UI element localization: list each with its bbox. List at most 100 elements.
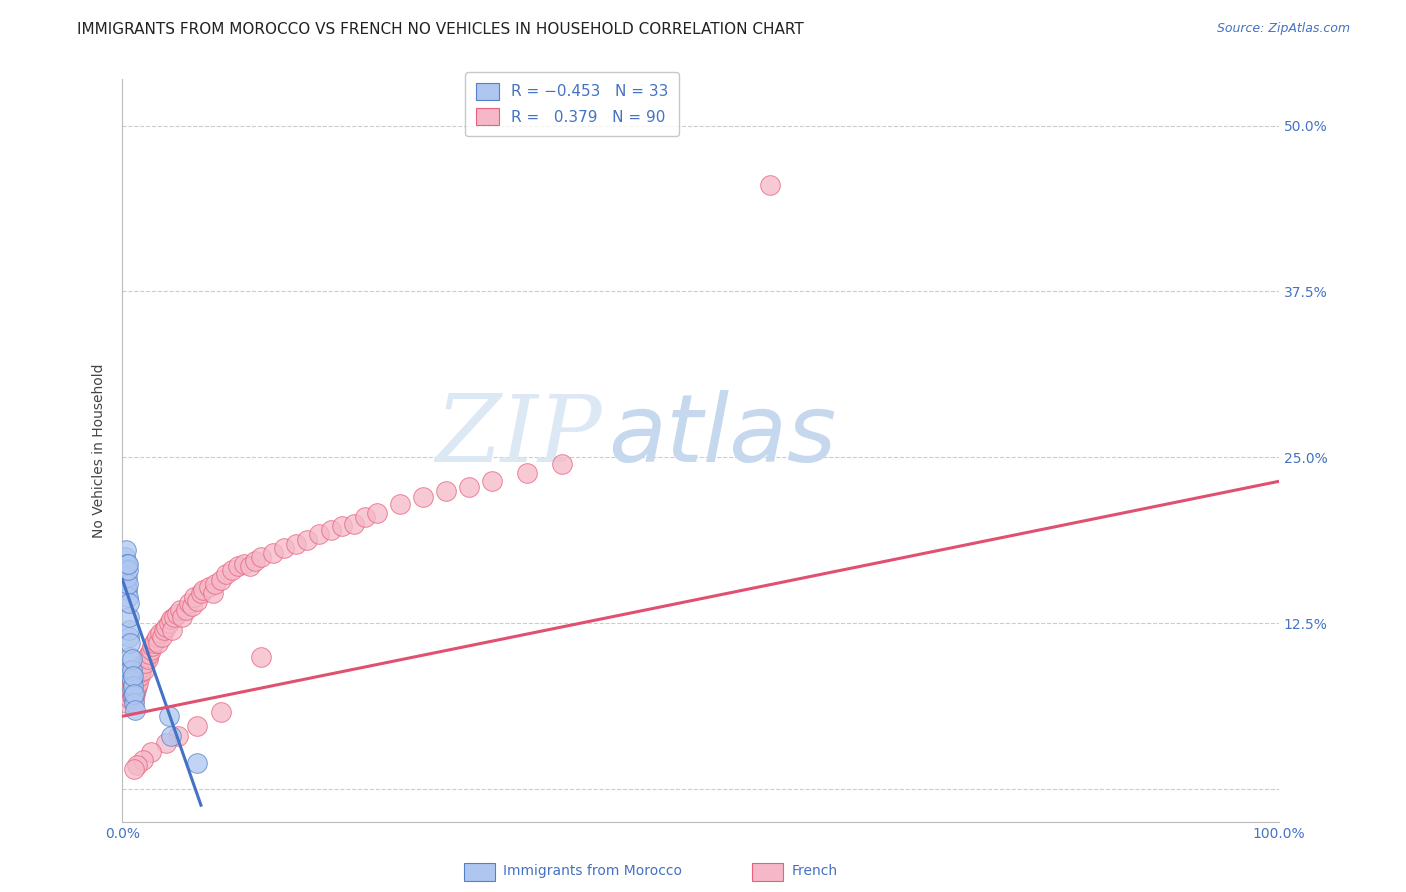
Point bbox=[146, 630, 169, 644]
Point bbox=[149, 625, 172, 640]
Point bbox=[215, 567, 238, 582]
Point bbox=[146, 636, 169, 650]
Point bbox=[121, 682, 143, 697]
Point bbox=[121, 679, 143, 693]
Point bbox=[138, 647, 160, 661]
Text: atlas: atlas bbox=[609, 391, 837, 482]
Point bbox=[118, 687, 141, 701]
Point bbox=[121, 690, 143, 704]
Point bbox=[124, 687, 146, 701]
Point bbox=[250, 549, 273, 564]
Point bbox=[121, 652, 143, 666]
Point bbox=[122, 692, 145, 706]
Point bbox=[232, 557, 254, 571]
Point bbox=[128, 676, 150, 690]
Point bbox=[127, 669, 149, 683]
Point bbox=[141, 745, 163, 759]
Point bbox=[262, 546, 284, 560]
Point bbox=[458, 480, 481, 494]
Point bbox=[118, 609, 141, 624]
Point bbox=[209, 706, 232, 720]
Point bbox=[179, 596, 201, 610]
Point bbox=[198, 581, 221, 595]
Point bbox=[135, 649, 157, 664]
Point bbox=[121, 685, 143, 699]
Point bbox=[186, 594, 208, 608]
Point bbox=[124, 703, 146, 717]
Point bbox=[115, 557, 138, 571]
Point bbox=[120, 649, 142, 664]
Point bbox=[117, 563, 139, 577]
Point bbox=[122, 763, 145, 777]
Point bbox=[157, 709, 180, 723]
Y-axis label: No Vehicles in Household: No Vehicles in Household bbox=[93, 364, 107, 538]
Point bbox=[127, 758, 149, 772]
Point bbox=[121, 679, 143, 693]
Point bbox=[114, 563, 136, 577]
Point bbox=[204, 576, 226, 591]
Point bbox=[160, 623, 183, 637]
Point bbox=[142, 636, 165, 650]
Point bbox=[183, 590, 205, 604]
Point bbox=[172, 609, 194, 624]
Point bbox=[155, 620, 177, 634]
Point bbox=[117, 576, 139, 591]
Point bbox=[157, 616, 180, 631]
Point bbox=[134, 663, 156, 677]
Point bbox=[134, 656, 156, 670]
Point bbox=[115, 583, 138, 598]
Point bbox=[343, 516, 366, 531]
Point bbox=[163, 609, 186, 624]
Point bbox=[127, 679, 149, 693]
Point bbox=[284, 537, 307, 551]
Point bbox=[330, 519, 353, 533]
Point bbox=[131, 660, 153, 674]
Point bbox=[122, 682, 145, 697]
Point bbox=[132, 656, 155, 670]
Point bbox=[186, 718, 208, 732]
Point bbox=[122, 687, 145, 701]
Point bbox=[245, 554, 267, 568]
Point bbox=[160, 612, 183, 626]
Point bbox=[238, 559, 260, 574]
Point bbox=[120, 692, 142, 706]
Point bbox=[121, 669, 143, 683]
Point bbox=[481, 475, 503, 489]
Point bbox=[120, 682, 142, 697]
Point bbox=[250, 649, 273, 664]
Point bbox=[186, 756, 208, 770]
Point bbox=[115, 696, 138, 710]
Point bbox=[153, 623, 176, 637]
Point bbox=[166, 607, 188, 621]
Point bbox=[114, 576, 136, 591]
Point bbox=[117, 690, 139, 704]
Point bbox=[128, 663, 150, 677]
Point bbox=[297, 533, 319, 547]
Point bbox=[118, 623, 141, 637]
Point bbox=[128, 669, 150, 683]
Point bbox=[308, 527, 330, 541]
Point bbox=[117, 590, 139, 604]
Point bbox=[180, 599, 202, 613]
Text: Source: ZipAtlas.com: Source: ZipAtlas.com bbox=[1216, 22, 1350, 36]
Point bbox=[129, 665, 152, 680]
Point bbox=[174, 603, 197, 617]
Point bbox=[221, 563, 243, 577]
Text: French: French bbox=[792, 864, 838, 879]
Point bbox=[125, 673, 148, 688]
Point bbox=[190, 586, 212, 600]
Point bbox=[125, 682, 148, 697]
Point bbox=[551, 457, 574, 471]
Point bbox=[150, 630, 173, 644]
Point bbox=[121, 676, 143, 690]
Point bbox=[388, 497, 411, 511]
Point bbox=[141, 639, 163, 653]
Point bbox=[120, 636, 142, 650]
Point bbox=[193, 583, 215, 598]
Point bbox=[141, 643, 163, 657]
Point bbox=[118, 630, 141, 644]
Text: Immigrants from Morocco: Immigrants from Morocco bbox=[503, 864, 682, 879]
Point bbox=[120, 669, 142, 683]
Point bbox=[122, 696, 145, 710]
Point bbox=[120, 663, 142, 677]
